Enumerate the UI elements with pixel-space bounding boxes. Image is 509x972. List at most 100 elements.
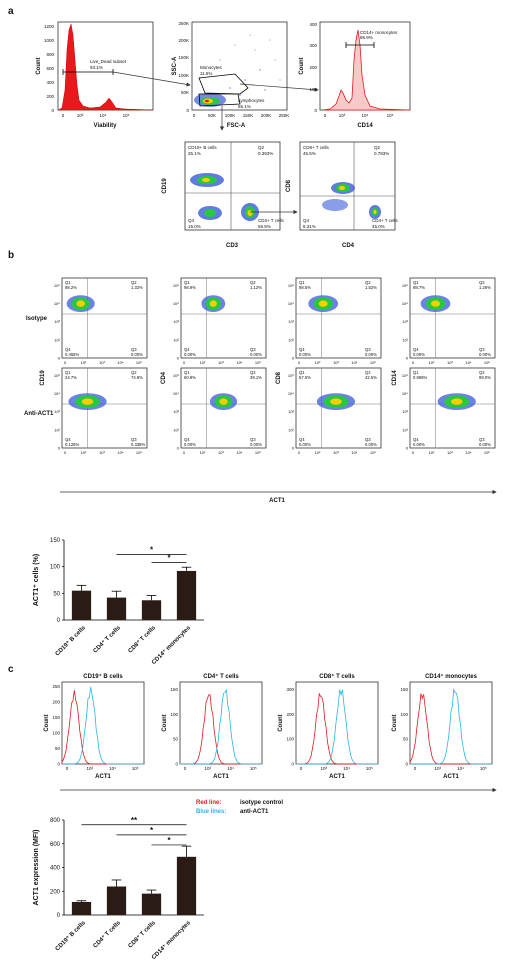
svg-text:10⁴: 10⁴	[362, 113, 369, 118]
q3-pct: 0.00%	[479, 442, 491, 447]
y-tick-label: 200	[52, 700, 60, 705]
q4-label: Q4	[299, 347, 305, 352]
q4-pct: 0.00%	[184, 352, 196, 357]
svg-text:Q4: Q4	[188, 218, 195, 223]
svg-text:0: 0	[51, 108, 54, 113]
q1-pct: 98.5%	[299, 285, 311, 290]
svg-text:150K: 150K	[243, 113, 254, 118]
viability-gate-pct: 93.1%	[90, 65, 103, 70]
histogram-xlabel: ACT1	[443, 774, 459, 780]
x-tick-label: 10³	[321, 766, 328, 771]
bar	[141, 893, 162, 915]
y-tick-label: 10⁵	[173, 283, 179, 288]
q1-pct: 24.7%	[65, 375, 77, 380]
monocytes-gate	[198, 73, 249, 95]
x-tick-label: 0	[300, 766, 303, 771]
act1-histogram: CD8⁺ T cells 0 100 200 300 0 10³ 10⁴ 10⁵ Count ACT…	[278, 673, 379, 780]
q2-label: Q2	[250, 280, 256, 285]
svg-text:0.393%: 0.393%	[258, 151, 273, 156]
cd3-xlabel: CD3	[226, 243, 239, 249]
q2-label: Q2	[365, 280, 371, 285]
x-tick-label: 10²	[81, 360, 87, 365]
significance-mark: *	[150, 826, 154, 835]
q4-label: Q4	[184, 437, 190, 442]
x-tick-label: 10³	[99, 360, 105, 365]
svg-text:CD19+ B cells: CD19+ B cells	[188, 145, 217, 150]
legend-blue-key: Blue lines:	[196, 809, 226, 815]
x-tick-label: 10⁴	[227, 766, 234, 771]
y-tick-label: 10³	[402, 319, 408, 324]
viability-xlabel: Viability	[94, 123, 118, 129]
cd14-gate-label: CD14+ monocytes	[360, 30, 398, 35]
x-tick-label: 0	[298, 360, 301, 365]
svg-text:0: 0	[186, 108, 189, 113]
histogram-xlabel: ACT1	[95, 774, 111, 780]
x-tick-label: 10³	[205, 766, 212, 771]
svg-text:50K: 50K	[181, 90, 189, 95]
svg-text:200K: 200K	[261, 113, 272, 118]
lymphocytes-gate-pct: 65.1%	[238, 104, 251, 109]
histogram-title: CD19⁺ B cells	[83, 673, 123, 680]
q4-pct: 0.00%	[413, 352, 425, 357]
marker-label-cd19: CD19	[40, 370, 46, 386]
x-tick-label: 10⁵	[370, 450, 376, 455]
y-tick-label: 10³	[54, 319, 60, 324]
panel-label-a: a	[8, 6, 14, 17]
act1-positive-bar-chart: 0 50 100 150 ACT1⁺ cells (%) CD19⁺ B cells CD4…	[33, 538, 204, 666]
y-tick-label: 10²	[288, 427, 294, 432]
x-tick-label: 10³	[218, 360, 224, 365]
act1-mfi-bar-chart: 0 200 400 600 800 ACT1 expression (MFI) CD19⁺ …	[33, 816, 204, 961]
flow-plot-isotype-cd14: Q198.7%Q21.26%Q30.00%Q40.00%0010²10²10³1…	[402, 277, 496, 365]
svg-text:250K: 250K	[178, 21, 189, 26]
q1-pct: 98.7%	[413, 285, 425, 290]
q2-pct: 1.12%	[250, 285, 262, 290]
y-tick-label: 10⁴	[288, 301, 294, 306]
y-tick-label: 150	[170, 687, 178, 692]
q3-pct: 0.00%	[131, 352, 143, 357]
bar	[71, 590, 92, 620]
bar	[141, 600, 162, 620]
q1-pct: 57.5%	[299, 375, 311, 380]
x-tick-label: 0	[412, 450, 415, 455]
cd14-gate-pct: 86.9%	[360, 35, 373, 40]
svg-text:200: 200	[309, 65, 317, 70]
row-label-anti-act1: Anti-ACT1	[24, 411, 54, 417]
y-tick-label: 0	[177, 356, 180, 361]
q2-label: Q2	[250, 370, 256, 375]
flow-plot-anti-act1-cd4: Q160.9%Q239.1%Q30.00%Q40.00%0010²10²10³1…	[173, 367, 267, 455]
svg-text:8.31%: 8.31%	[303, 224, 316, 229]
significance-mark: *	[167, 836, 171, 845]
svg-text:0.783%: 0.783%	[374, 151, 389, 156]
legend-red-value: isotype control	[240, 800, 283, 806]
y-tick-label: 100	[286, 737, 294, 742]
significance-mark: *	[150, 545, 154, 554]
x-tick-label: 10⁴	[117, 450, 123, 455]
q3-pct: 0.00%	[479, 352, 491, 357]
q2-label: Q2	[479, 280, 485, 285]
cd14-ylabel: Count	[299, 57, 305, 74]
flow-plot-isotype-cd8: Q198.5%Q21.52%Q30.00%Q40.00%0010²10²10³1…	[288, 277, 382, 365]
q3-label: Q3	[131, 347, 137, 352]
category-label: CD14⁺ monocytes	[150, 919, 192, 961]
bar	[106, 597, 127, 620]
histogram-xlabel: ACT1	[329, 774, 345, 780]
y-tick-label: 10⁴	[402, 301, 408, 306]
x-tick-label: 10⁴	[109, 766, 116, 771]
legend-blue-value: anti-ACT1	[240, 809, 269, 815]
svg-text:10⁴: 10⁴	[100, 113, 107, 118]
y-tick-label: 10⁵	[288, 283, 294, 288]
y-tick-label: 600	[50, 842, 61, 848]
q1-pct: 98.2%	[65, 285, 77, 290]
q3-label: Q3	[250, 437, 256, 442]
x-tick-label: 10³	[447, 360, 453, 365]
histogram-ylabel: Count	[162, 714, 168, 731]
svg-text:0: 0	[324, 113, 327, 118]
row-label-isotype: Isotype	[26, 316, 48, 322]
y-tick-label: 10³	[173, 409, 179, 414]
x-tick-label: 0	[183, 450, 186, 455]
x-tick-label: 0	[64, 360, 67, 365]
x-tick-label: 10⁴	[465, 450, 471, 455]
act1-histogram: CD4⁺ T cells 0 50 100 150 0 10³ 10⁴ 10⁵ Count ACT1	[162, 673, 263, 780]
svg-text:45.5%: 45.5%	[303, 151, 316, 156]
y-tick-label: 10⁵	[402, 373, 408, 378]
